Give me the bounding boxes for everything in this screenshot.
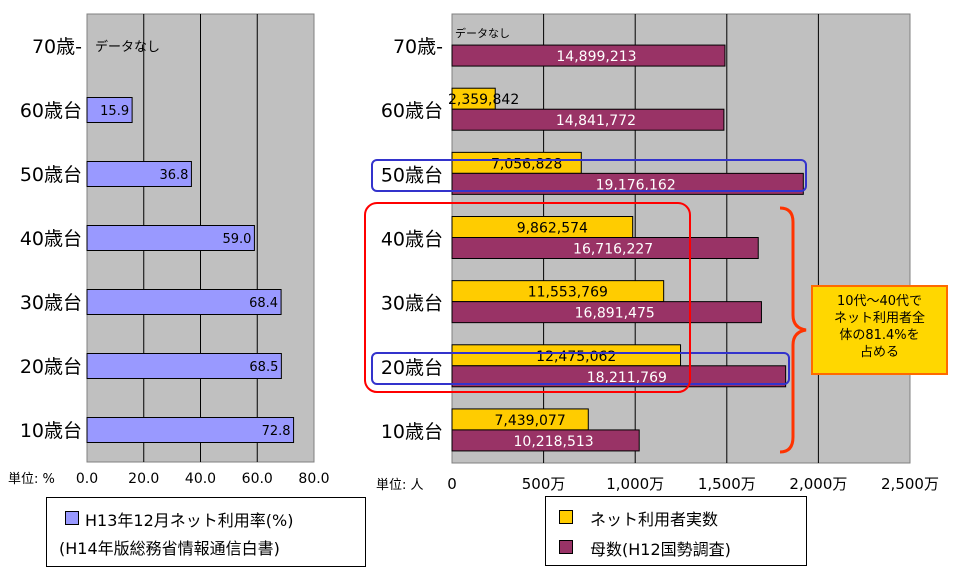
category-label: 30歳台 — [381, 293, 443, 315]
data-label-users: 7,439,077 — [495, 413, 566, 429]
data-label-users: 7,056,828 — [491, 156, 562, 172]
right-legend: ネット利用者実数 母数(H12国勢調査) — [545, 496, 807, 566]
category-label: 40歳台 — [20, 228, 82, 250]
legend-swatch-rate — [65, 511, 79, 525]
x-tick-label: 2,500万 — [881, 475, 939, 493]
x-tick-label: 1,000万 — [606, 475, 664, 493]
unit-label: 単位: % — [8, 471, 55, 487]
brace — [779, 206, 807, 454]
callout-line-1: 10代〜40代で — [836, 294, 923, 309]
data-label-rate: 68.4 — [249, 296, 278, 311]
data-label-users: 2,359,842 — [448, 92, 519, 108]
callout-line-3: 体の81.4%を — [839, 328, 920, 343]
category-label: 20歳台 — [381, 357, 443, 379]
bar-population — [451, 44, 726, 67]
bar-population — [451, 301, 762, 324]
category-label: 20歳台 — [20, 356, 82, 378]
data-label-rate: 59.0 — [222, 232, 251, 247]
x-tick-label: 0.0 — [76, 471, 98, 487]
category-label: 60歳台 — [381, 100, 443, 122]
category-label: 40歳台 — [381, 229, 443, 251]
left-legend: H13年12月ネット利用率(%) (H14年版総務省情報通信白書) — [46, 497, 366, 567]
bar-population — [451, 108, 725, 131]
x-tick-label: 1,500万 — [698, 475, 756, 493]
x-tick-label: 2,000万 — [789, 475, 847, 493]
data-label-population: 10,218,513 — [514, 434, 594, 450]
no-data-annotation: データなし — [95, 39, 160, 55]
legend-label-source: (H14年版総務省情報通信白書) — [59, 539, 280, 558]
legend-label-population: 母数(H12国勢調査) — [590, 540, 731, 559]
callout-line-2: ネット利用者全 — [833, 311, 925, 326]
highlight-50s — [371, 159, 807, 192]
legend-label-users: ネット利用者実数 — [590, 510, 719, 529]
x-tick-label: 40.0 — [185, 471, 216, 487]
data-label-population: 16,891,475 — [575, 306, 655, 322]
legend-swatch-users — [559, 510, 573, 524]
x-tick-label: 500万 — [522, 475, 566, 493]
x-tick-label: 60.0 — [242, 471, 273, 487]
bar-population — [451, 429, 640, 452]
bar-rate — [86, 289, 282, 315]
bar-rate — [86, 225, 255, 251]
data-label-users: 9,862,574 — [517, 221, 588, 237]
x-tick-label: 0 — [447, 475, 457, 493]
bar-rate — [86, 161, 192, 187]
data-label-rate: 68.5 — [249, 360, 278, 375]
data-label-users: 11,553,769 — [528, 285, 608, 301]
no-data-annotation: データなし — [455, 26, 510, 40]
bar-rate — [86, 417, 295, 443]
data-label-rate: 15.9 — [100, 104, 129, 119]
bar-rate — [86, 97, 133, 123]
x-tick-label: 20.0 — [128, 471, 159, 487]
legend-label-rate: H13年12月ネット利用率(%) — [85, 511, 294, 530]
highlight-20s — [371, 352, 790, 385]
data-label-users: 12,475,062 — [536, 349, 616, 365]
callout-box: 10代〜40代で ネット利用者全 体の81.4%を 占める — [811, 285, 948, 375]
highlight-overlay — [364, 159, 807, 454]
left-chart-rate: 0.0 20.0 40.0 60.0 80.0 単位: % 70歳- データなし 60歳台 15.… — [8, 13, 330, 487]
bar-rate — [86, 353, 282, 379]
highlight-10s-40s — [364, 202, 691, 393]
bar-population — [451, 365, 787, 388]
callout-line-4: 占める — [859, 345, 899, 360]
bar-population — [451, 172, 804, 195]
right-chart-population: 0 500万 1,000万 1,500万 2,000万 2,500万 単位: 人 70歳- デー… — [376, 13, 939, 493]
category-label: 70歳- — [32, 36, 82, 58]
data-label-population: 14,841,772 — [556, 113, 636, 129]
category-label: 50歳台 — [381, 164, 443, 186]
data-label-population: 19,176,162 — [596, 177, 676, 193]
category-label: 60歳台 — [20, 100, 82, 122]
category-label: 30歳台 — [20, 292, 82, 314]
category-label: 70歳- — [393, 36, 443, 58]
data-label-population: 16,716,227 — [573, 242, 653, 258]
data-label-population: 14,899,213 — [556, 49, 636, 65]
category-label: 10歳台 — [381, 421, 443, 443]
data-label-rate: 36.8 — [159, 168, 188, 183]
category-label: 50歳台 — [20, 164, 82, 186]
category-label: 10歳台 — [20, 420, 82, 442]
data-label-population: 18,211,769 — [587, 370, 667, 386]
legend-swatch-population — [559, 540, 573, 554]
unit-label: 単位: 人 — [376, 477, 424, 493]
data-label-rate: 72.8 — [262, 424, 291, 439]
x-tick-label: 80.0 — [298, 471, 329, 487]
bar-population — [451, 237, 759, 259]
